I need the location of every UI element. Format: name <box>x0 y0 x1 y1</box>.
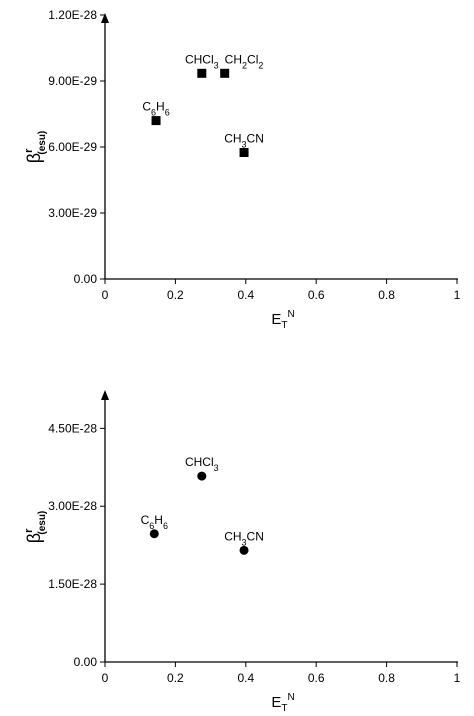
x-tick-label: 0.2 <box>167 288 184 302</box>
data-point-circle <box>149 529 159 539</box>
data-point-square <box>151 116 161 126</box>
x-tick-label: 1 <box>454 671 461 685</box>
data-point-label: CH3CN <box>224 132 264 150</box>
y-axis-arrow-icon <box>101 13 109 23</box>
x-tick-label: 0.6 <box>308 288 325 302</box>
x-tick-label: 0.6 <box>308 671 325 685</box>
x-tick-label: 0 <box>102 288 109 302</box>
y-tick-label: 4.50E-28 <box>48 421 97 435</box>
data-point-label: CHCl3 <box>185 52 219 70</box>
x-tick-label: 0.8 <box>378 671 395 685</box>
y-tick-label: 9.00E-29 <box>48 74 97 88</box>
data-point-label: C6H6 <box>142 100 169 118</box>
y-tick-label: 1.50E-28 <box>48 577 97 591</box>
data-point-circle <box>197 471 207 481</box>
y-tick-label: 3.00E-29 <box>48 206 97 220</box>
x-tick-label: 0.2 <box>167 671 184 685</box>
y-tick-label: 0.00 <box>74 272 98 286</box>
x-axis-label: ETN <box>271 309 294 331</box>
data-point-label: C6H6 <box>141 513 168 531</box>
data-point-square <box>220 68 230 78</box>
y-tick-label: 3.00E-28 <box>48 499 97 513</box>
y-tick-label: 6.00E-29 <box>48 140 97 154</box>
data-point-square <box>197 68 207 78</box>
data-point-label: CHCl3 <box>185 455 219 473</box>
y-axis-label: βr (esu) <box>23 131 48 164</box>
chart-panel-2: 0 0.2 0.4 0.6 0.8 1 0.00 1.50E-28 3.00E-28 4.50E-… <box>23 390 461 714</box>
y-tick-label: 1.20E-28 <box>48 8 97 22</box>
chart-panel-1: 0 0.2 0.4 0.6 0.8 1 0.00 3.00E-29 6.00E-29 9.00E-… <box>23 8 461 331</box>
y-axis-arrow-icon <box>101 390 109 400</box>
data-point-label: CH2Cl2 <box>225 52 264 70</box>
x-tick-label: 0 <box>102 671 109 685</box>
x-tick-label: 1 <box>454 288 461 302</box>
data-point-square <box>239 148 249 157</box>
y-axis-label: βr (esu) <box>23 511 48 544</box>
x-axis-label: ETN <box>271 692 294 714</box>
data-point-label: CH3CN <box>224 529 264 547</box>
y-tick-label: 0.00 <box>74 655 98 669</box>
x-tick-label: 0.4 <box>237 288 254 302</box>
data-point-circle <box>239 545 249 555</box>
x-tick-label: 0.4 <box>237 671 254 685</box>
x-tick-label: 0.8 <box>378 288 395 302</box>
